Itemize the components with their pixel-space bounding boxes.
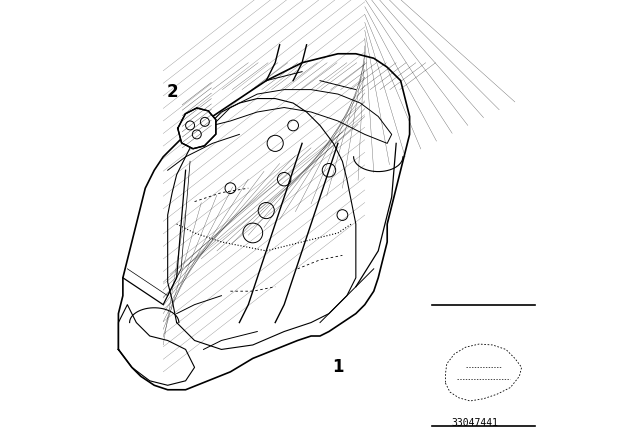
Text: 2: 2	[166, 83, 178, 101]
Text: 33047441: 33047441	[451, 418, 498, 428]
Text: 1: 1	[332, 358, 344, 376]
Polygon shape	[178, 108, 216, 149]
